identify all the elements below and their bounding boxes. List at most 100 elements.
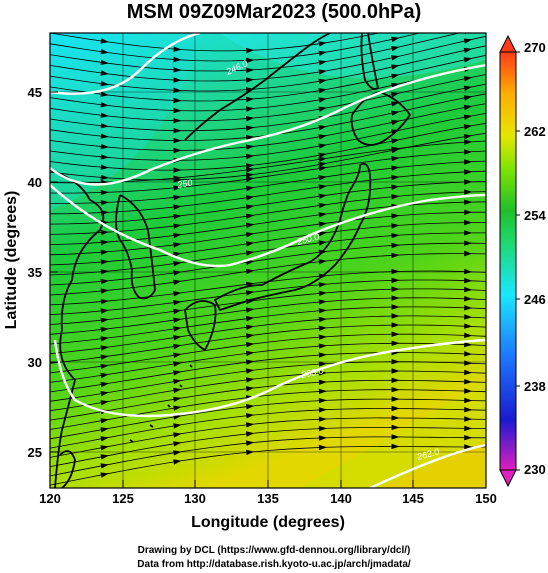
streamline-arrow — [173, 87, 182, 93]
streamline — [50, 253, 486, 296]
streamline — [50, 408, 486, 449]
streamline-arrow — [464, 388, 473, 394]
streamline-arrow — [245, 290, 255, 296]
streamline — [50, 242, 486, 286]
streamline — [50, 83, 486, 132]
streamline-arrow — [245, 307, 255, 313]
streamline-arrow — [173, 118, 182, 124]
streamline-arrow — [173, 343, 182, 350]
streamline-arrow — [245, 342, 255, 348]
streamline-arrow — [173, 335, 182, 341]
streamline-arrow — [173, 167, 182, 173]
streamline-arrow — [318, 416, 327, 422]
streamline-arrow — [391, 322, 400, 328]
y-tick-label: 40 — [28, 175, 42, 190]
streamline-arrow — [463, 104, 473, 111]
streamline-arrow — [318, 388, 327, 395]
streamline — [50, 232, 486, 276]
streamline-arrow — [464, 341, 473, 348]
streamline-arrow — [391, 295, 400, 301]
streamline-arrow — [100, 445, 109, 451]
streamline-arrow — [318, 97, 327, 103]
streamline-arrow — [100, 49, 109, 55]
streamline-arrow — [100, 123, 109, 129]
streamline-arrow — [173, 300, 182, 306]
streamline-arrow — [100, 372, 109, 379]
streamline-arrow — [173, 308, 182, 315]
streamline-arrow — [391, 119, 400, 126]
streamline-arrow — [173, 223, 182, 229]
streamline-arrow — [464, 179, 473, 185]
streamline-arrow — [464, 250, 473, 257]
streamline-arrow — [245, 204, 255, 210]
streamline-arrow — [391, 359, 400, 365]
streamline-arrow — [173, 204, 182, 210]
streamline-arrow — [173, 261, 182, 267]
streamline-arrow — [463, 95, 473, 101]
streamline-arrow — [391, 233, 400, 239]
streamline-arrow — [463, 38, 473, 44]
streamline-arrow — [391, 213, 400, 219]
streamline-arrow — [245, 241, 255, 247]
streamline-arrow — [245, 377, 255, 383]
streamline-arrow — [245, 176, 255, 182]
streamline-arrow — [245, 213, 255, 219]
streamline-arrow — [246, 135, 255, 141]
streamline-arrow — [318, 316, 327, 323]
streamline-arrow — [463, 85, 473, 91]
streamline-arrow — [318, 343, 327, 349]
streamline-arrow — [391, 138, 400, 144]
streamline-arrow — [245, 195, 255, 201]
streamline-arrow — [464, 199, 473, 205]
streamline-arrow — [246, 413, 255, 419]
streamline — [50, 417, 486, 458]
streamline-arrow — [464, 139, 473, 145]
streamline-arrow — [318, 361, 327, 367]
streamline-arrow — [245, 333, 255, 339]
y-axis-label: Latitude (degrees) — [3, 191, 20, 330]
streamline — [50, 427, 486, 467]
streamline-arrow — [246, 57, 255, 64]
streamline-arrow — [464, 323, 473, 329]
contour-label: 250 — [176, 178, 194, 191]
streamline-arrow — [463, 57, 473, 63]
streamline-arrow — [245, 250, 255, 256]
streamline-arrow — [464, 209, 473, 215]
streamline-arrow — [464, 169, 473, 175]
streamline-arrow — [391, 415, 400, 421]
streamline-arrow — [318, 221, 327, 227]
streamline-arrow — [391, 434, 400, 440]
streamline-arrow — [391, 331, 400, 337]
streamline-arrow — [464, 305, 473, 311]
streamline-arrow — [391, 92, 400, 98]
streamline-arrow — [100, 308, 109, 314]
streamline-arrow — [391, 377, 400, 383]
streamline-arrow — [318, 60, 327, 66]
streamline-arrow — [318, 407, 327, 413]
streamline-arrow — [173, 441, 182, 447]
streamline-arrow — [100, 239, 109, 246]
contour-label: 258.0 — [299, 365, 324, 380]
streamline-arrow — [391, 242, 400, 249]
streamline-arrow — [318, 69, 327, 75]
y-tick-label: 35 — [28, 265, 42, 280]
x-axis-label: Longitude (degrees) — [191, 514, 345, 531]
streamline-arrow — [391, 165, 400, 171]
streamline-arrow — [100, 463, 109, 469]
streamline — [50, 315, 486, 355]
streamline-arrow — [318, 106, 327, 112]
streamline-arrow — [391, 194, 400, 200]
streamline-arrow — [100, 38, 109, 44]
streamline-arrow — [464, 351, 473, 357]
y-tick-label: 30 — [28, 355, 42, 370]
streamline-arrow — [463, 114, 473, 120]
streamline-arrow — [391, 387, 400, 393]
streamline-arrow — [464, 360, 473, 366]
streamline-arrow — [173, 361, 182, 367]
streamline-arrow — [173, 242, 182, 248]
colorbar-max-arrow — [499, 34, 517, 53]
streamline-arrow — [318, 152, 327, 158]
streamline-arrow — [318, 212, 327, 218]
streamline-arrow — [173, 194, 182, 201]
streamline-arrow — [463, 124, 473, 130]
